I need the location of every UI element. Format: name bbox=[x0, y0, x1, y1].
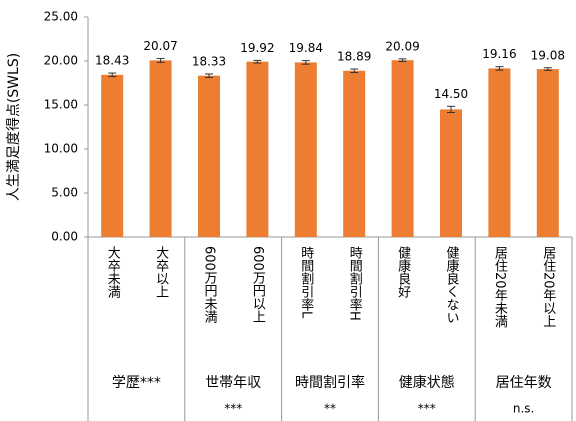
significance-label: *** bbox=[224, 402, 242, 416]
data-label: 20.09 bbox=[385, 39, 419, 53]
x-tick-label: 時間割引率H bbox=[347, 246, 363, 321]
group-label: 居住年数 bbox=[496, 375, 552, 391]
group-label: 学歴*** bbox=[112, 375, 161, 391]
significance-label: ** bbox=[324, 402, 336, 416]
data-label: 20.07 bbox=[143, 39, 177, 53]
data-label: 19.84 bbox=[289, 41, 323, 55]
x-tick-label: 大卒未満 bbox=[105, 246, 121, 298]
x-tick-label: 居住20年未満 bbox=[492, 246, 508, 328]
y-axis-label: 人生満足度得点(SWLS) bbox=[5, 53, 22, 201]
bar bbox=[440, 109, 462, 237]
significance-label: *** bbox=[418, 402, 436, 416]
data-label: 18.33 bbox=[192, 54, 226, 68]
significance-label: n.s. bbox=[513, 402, 535, 416]
bar bbox=[198, 75, 220, 237]
group-label: 時間割引率 bbox=[295, 374, 365, 391]
x-tick-label: 600万円未満 bbox=[202, 246, 218, 323]
data-label: 14.50 bbox=[434, 87, 468, 101]
data-label: 19.16 bbox=[482, 47, 516, 61]
bar bbox=[246, 61, 269, 238]
group-label: 健康状態 bbox=[399, 374, 455, 391]
bar bbox=[488, 68, 511, 237]
y-tick-label: 25.00 bbox=[44, 10, 78, 24]
x-tick-label: 時間割引率L bbox=[298, 246, 314, 319]
data-label: 19.92 bbox=[240, 41, 274, 55]
bar bbox=[149, 60, 172, 237]
x-tick-label: 健康良好 bbox=[395, 246, 411, 298]
group-label: 世帯年収 bbox=[205, 375, 261, 391]
y-tick-label: 5.00 bbox=[51, 186, 78, 200]
bar bbox=[536, 69, 559, 237]
y-tick-label: 10.00 bbox=[44, 142, 78, 156]
data-label: 18.89 bbox=[337, 50, 371, 64]
y-tick-label: 15.00 bbox=[44, 98, 78, 112]
x-tick-label: 600万円以上 bbox=[250, 246, 266, 323]
data-label: 18.43 bbox=[95, 54, 129, 68]
y-tick-label: 0.00 bbox=[51, 230, 78, 244]
data-label: 19.08 bbox=[531, 48, 565, 62]
bar bbox=[294, 62, 317, 237]
x-tick-label: 大卒以上 bbox=[153, 246, 169, 298]
y-tick-label: 20.00 bbox=[44, 54, 78, 68]
x-tick-label: 健康良くない bbox=[444, 246, 460, 324]
bar bbox=[343, 70, 366, 237]
bar bbox=[391, 60, 414, 237]
x-tick-label: 居住20年以上 bbox=[540, 246, 556, 328]
bar bbox=[101, 74, 124, 237]
